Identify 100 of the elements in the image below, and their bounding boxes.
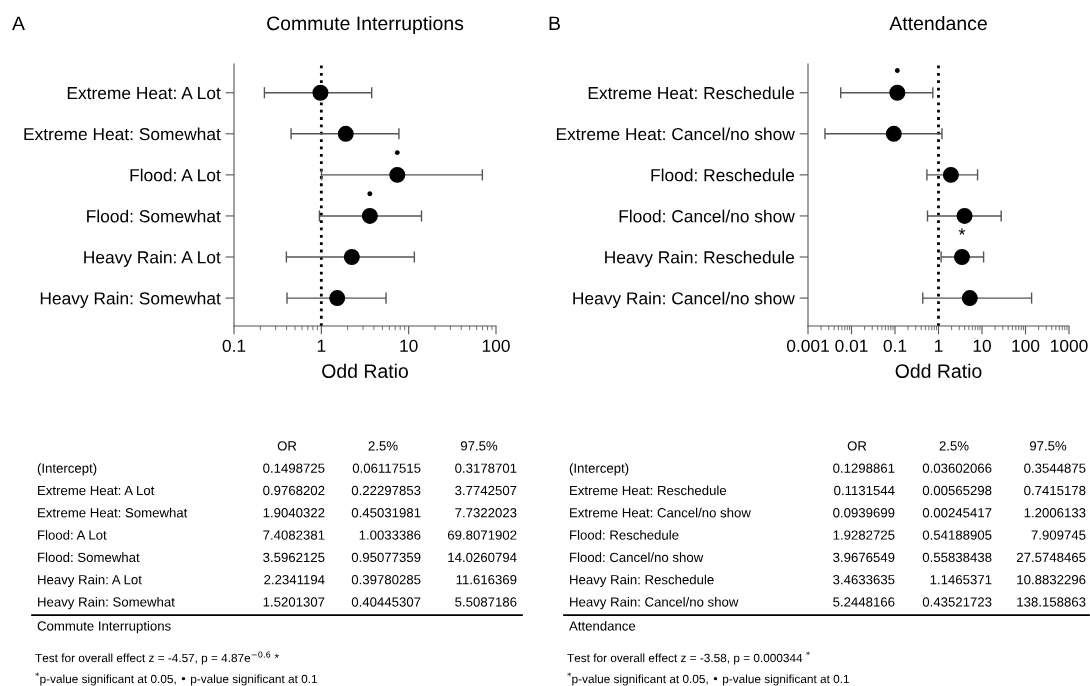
text: 0.00565298 bbox=[922, 485, 992, 496]
text: 7.4082381 bbox=[263, 530, 325, 540]
text: 0.39780285 bbox=[351, 575, 421, 585]
text: 0.3544875 bbox=[1024, 463, 1086, 473]
text: OR bbox=[847, 441, 867, 451]
x-tick-label: 0.001 bbox=[786, 339, 829, 352]
text: OR bbox=[277, 441, 297, 451]
text: $^{*}$p-value significant at 0.05, • p-value significant at 0.1 bbox=[35, 672, 317, 686]
text: Heavy Rain: Reschedule bbox=[570, 574, 714, 587]
text: 2.2341194 bbox=[264, 575, 325, 585]
y-tick-label: Flood: Somewhat bbox=[87, 209, 221, 223]
text: 3.9676549 bbox=[833, 552, 895, 563]
x-tick-label: 10 bbox=[400, 339, 418, 352]
text: Test for overall effect z = -3.58, p = 0.000344 $^{*}$ bbox=[567, 651, 810, 665]
text: 7.909745 bbox=[1031, 530, 1086, 540]
text: Extreme Heat: Somewhat bbox=[38, 507, 188, 518]
text: 0.3178701 bbox=[455, 463, 517, 473]
x-tick-label: 1 bbox=[935, 339, 943, 352]
text: 3.4633635 bbox=[833, 575, 895, 585]
x-axis-title: Odd Ratio bbox=[895, 363, 982, 378]
text: 0.1298861 bbox=[833, 463, 895, 473]
text: 1.1465371 bbox=[930, 575, 992, 585]
text: 3.7742507 bbox=[455, 485, 517, 496]
x-tick-label: 0.1 bbox=[883, 339, 907, 352]
annotation: • bbox=[394, 150, 400, 156]
x-axis-title: Odd Ratio bbox=[322, 363, 408, 378]
x-tick-label: 0.1 bbox=[222, 339, 246, 352]
y-tick-label: Extreme Heat: Somewhat bbox=[24, 127, 221, 141]
text: Extreme Heat: A Lot bbox=[38, 485, 155, 496]
annotation: • bbox=[894, 68, 900, 73]
text: 0.9768202 bbox=[263, 485, 325, 496]
text: 0.54188905 bbox=[922, 530, 992, 540]
text: 0.0939699 bbox=[833, 508, 895, 518]
text: 1.5201307 bbox=[263, 597, 325, 607]
y-tick-label: Flood: Reschedule bbox=[651, 168, 795, 182]
text: 0.40445307 bbox=[351, 597, 421, 607]
text: 11.616369 bbox=[456, 575, 517, 585]
text: Test for overall effect z = -4.57, p = 4.87e$^{−0.6}$ * bbox=[35, 651, 279, 665]
x-tick-label: 100 bbox=[482, 339, 510, 352]
chart-title: Attendance bbox=[889, 15, 987, 31]
text: 0.03602066 bbox=[922, 463, 992, 473]
annotation: • bbox=[367, 191, 373, 197]
text: 7.7322023 bbox=[455, 508, 517, 518]
text: 27.5748465 bbox=[1016, 552, 1086, 563]
text: 1.9282725 bbox=[833, 530, 895, 540]
text: A bbox=[12, 16, 25, 31]
text: 3.5962125 bbox=[263, 552, 325, 563]
y-tick-label: Flood: A Lot bbox=[130, 168, 221, 182]
text: 5.2448166 bbox=[833, 597, 895, 607]
x-tick-label: 1000 bbox=[1051, 339, 1088, 352]
text: Heavy Rain: Somewhat bbox=[38, 596, 175, 610]
y-tick-label: Heavy Rain: Somewhat bbox=[40, 291, 221, 308]
text: 1.9040322 bbox=[263, 508, 325, 518]
text: 0.00245417 bbox=[922, 508, 992, 518]
text: 0.7415178 bbox=[1024, 485, 1086, 496]
y-tick-label: Extreme Heat: Reschedule bbox=[588, 86, 795, 100]
text: 10.8832296 bbox=[1017, 575, 1086, 585]
text: 138.158863 bbox=[1017, 597, 1086, 607]
text: 14.0260794 bbox=[448, 552, 517, 563]
text: Heavy Rain: A Lot bbox=[38, 574, 142, 587]
text: 0.06117515 bbox=[352, 463, 421, 473]
text: 0.55838438 bbox=[922, 552, 992, 563]
text: 0.45031981 bbox=[351, 508, 421, 518]
y-tick-label: Heavy Rain: Cancel/no show bbox=[573, 291, 795, 308]
text: $^{*}$p-value significant at 0.05, • p-value significant at 0.1 bbox=[567, 672, 849, 686]
x-tick-label: 1 bbox=[317, 339, 326, 352]
text: 0.95077359 bbox=[351, 552, 421, 563]
text: B bbox=[549, 16, 560, 31]
text: 1.2006133 bbox=[1024, 508, 1086, 518]
text: Attendance bbox=[569, 620, 636, 631]
x-tick-label: 0.01 bbox=[835, 339, 868, 352]
text: 0.22297853 bbox=[351, 485, 421, 496]
text: 1.0033386 bbox=[359, 530, 421, 540]
annotation: * bbox=[958, 228, 966, 235]
text: 0.43521723 bbox=[922, 597, 992, 607]
y-tick-label: Heavy Rain: Reschedule bbox=[605, 250, 795, 267]
y-tick-label: Heavy Rain: A Lot bbox=[84, 250, 221, 267]
text: 0.1498725 bbox=[263, 463, 325, 473]
x-tick-label: 10 bbox=[973, 339, 991, 352]
text: 0.1131544 bbox=[834, 485, 895, 496]
text: Flood: Reschedule bbox=[570, 530, 679, 540]
text: Flood: Somewhat bbox=[38, 552, 140, 563]
text: Heavy Rain: Cancel/no show bbox=[570, 596, 739, 610]
y-tick-label: Extreme Heat: Cancel/no show bbox=[556, 127, 795, 141]
text: 97.5% bbox=[1029, 441, 1067, 451]
text: 2.5% bbox=[368, 441, 398, 451]
text: Flood: Cancel/no show bbox=[570, 552, 704, 563]
text: (Intercept) bbox=[37, 463, 97, 476]
text: 69.8071902 bbox=[447, 530, 517, 540]
text: (Intercept) bbox=[569, 463, 629, 476]
text: Commute Interruptions bbox=[37, 620, 171, 634]
text: 97.5% bbox=[460, 441, 498, 451]
y-tick-label: Flood: Cancel/no show bbox=[619, 209, 795, 223]
x-tick-label: 100 bbox=[1012, 339, 1040, 352]
text: 5.5087186 bbox=[455, 597, 517, 607]
text: Extreme Heat: Reschedule bbox=[570, 485, 727, 496]
text: 2.5% bbox=[939, 441, 969, 451]
text: Flood: A Lot bbox=[38, 530, 107, 540]
chart-title: Commute Interruptions bbox=[267, 15, 464, 35]
y-tick-label: Extreme Heat: A Lot bbox=[67, 87, 221, 100]
